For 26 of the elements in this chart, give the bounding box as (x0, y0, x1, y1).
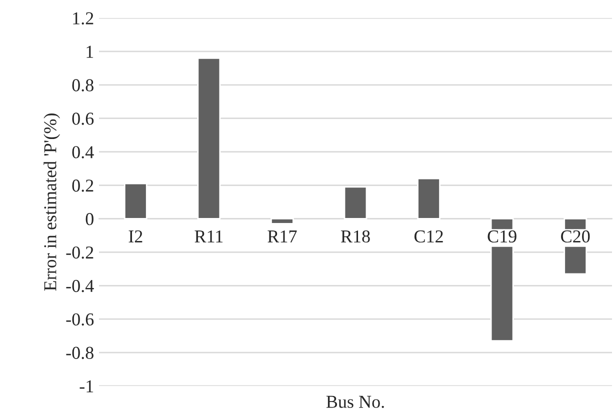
y-tick-label: 0.4 (72, 146, 94, 158)
x-tick-label: C19 (488, 230, 516, 243)
y-tick-label: 0.2 (72, 180, 94, 192)
y-tick-label: -1 (80, 380, 94, 392)
bar (270, 218, 294, 224)
y-tick-label: 0.6 (72, 112, 94, 125)
y-tick-label: 1 (86, 46, 94, 58)
x-tick-label: C20 (561, 230, 590, 243)
y-tick-label: -0.8 (66, 346, 94, 360)
x-tick-label: R18 (340, 230, 370, 243)
bar (197, 57, 221, 220)
x-tick-label: R17 (268, 230, 297, 242)
y-tick-label: 0 (86, 212, 94, 226)
bar (124, 182, 148, 220)
x-tick-label: I2 (128, 230, 142, 242)
y-tick-label: 1.2 (73, 12, 94, 25)
y-axis-title: Error in estimated 'P'(%) (44, 114, 60, 291)
y-tick-label: -0.2 (66, 246, 94, 259)
bar (344, 186, 368, 220)
y-tick-label: -0.4 (66, 280, 94, 292)
y-tick-label: -0.6 (66, 313, 94, 326)
x-axis-title: Bus No. (326, 396, 384, 408)
bar (417, 178, 440, 220)
x-tick-label: C12 (414, 230, 443, 243)
x-tick-label: R11 (194, 230, 223, 242)
y-tick-label: 0.8 (72, 79, 94, 92)
